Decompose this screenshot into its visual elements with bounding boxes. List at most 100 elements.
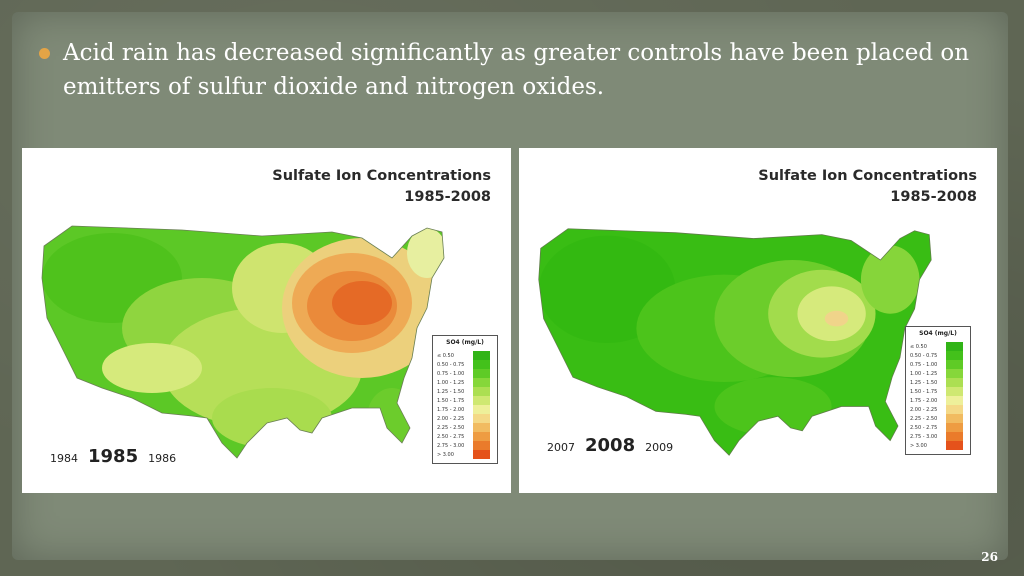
legend-label: 0.50 - 0.75 bbox=[910, 352, 938, 359]
legend-swatch bbox=[946, 432, 963, 441]
legend-swatch bbox=[473, 423, 490, 432]
legend-label: > 3.00 bbox=[910, 442, 927, 449]
year-row: 1984 1985 1986 bbox=[50, 446, 176, 467]
legend-swatch bbox=[473, 441, 490, 450]
legend-label: 0.75 - 1.00 bbox=[910, 361, 938, 368]
legend-label: 2.50 - 2.75 bbox=[437, 433, 465, 440]
legend-item: 1.00 - 1.25 bbox=[437, 378, 493, 387]
legend-item: 2.50 - 2.75 bbox=[910, 423, 966, 432]
legend: SO4 (mg/L) ≤ 0.50 0.50 - 0.75 0.75 - 1.00 1… bbox=[905, 326, 971, 455]
legend-swatch bbox=[946, 423, 963, 432]
legend-swatch bbox=[473, 396, 490, 405]
legend-label: 2.75 - 3.00 bbox=[437, 442, 465, 449]
legend-swatch bbox=[473, 450, 490, 459]
map-title: Sulfate Ion Concentrations 1985-2008 bbox=[272, 166, 491, 208]
legend-swatch bbox=[946, 369, 963, 378]
legend-label: 2.50 - 2.75 bbox=[910, 424, 938, 431]
bullet-dot-icon bbox=[39, 48, 50, 59]
legend-label: 0.75 - 1.00 bbox=[437, 370, 465, 377]
legend-label: 1.50 - 1.75 bbox=[437, 397, 465, 404]
us-map-1985 bbox=[41, 225, 445, 459]
legend-item: > 3.00 bbox=[910, 441, 966, 450]
map-panel-1985: Sulfate Ion Concentrations 1985-2008 198… bbox=[22, 148, 511, 493]
legend-item: ≤ 0.50 bbox=[437, 351, 493, 360]
legend-swatch bbox=[473, 414, 490, 423]
legend-swatch bbox=[946, 378, 963, 387]
legend-item: 1.50 - 1.75 bbox=[910, 387, 966, 396]
legend-label: ≤ 0.50 bbox=[437, 352, 454, 359]
year-row: 2007 2008 2009 bbox=[547, 435, 673, 456]
legend-title: SO4 (mg/L) bbox=[446, 339, 484, 346]
legend-swatch bbox=[473, 351, 490, 360]
year-prev: 1984 bbox=[50, 452, 78, 465]
map-title-line1: Sulfate Ion Concentrations bbox=[272, 168, 491, 184]
legend-swatch bbox=[946, 342, 963, 351]
legend-label: 2.25 - 2.50 bbox=[437, 424, 465, 431]
legend-item: 2.50 - 2.75 bbox=[437, 432, 493, 441]
legend-item: 1.00 - 1.25 bbox=[910, 369, 966, 378]
legend-label: 1.75 - 2.00 bbox=[910, 397, 938, 404]
year-main: 1985 bbox=[88, 446, 139, 467]
legend-swatch bbox=[473, 369, 490, 378]
legend-rows: ≤ 0.50 0.50 - 0.75 0.75 - 1.00 1.00 - 1.25 1… bbox=[437, 351, 493, 459]
legend-swatch bbox=[946, 351, 963, 360]
legend-swatch bbox=[946, 405, 963, 414]
legend-label: 1.00 - 1.25 bbox=[437, 379, 465, 386]
legend-label: 0.50 - 0.75 bbox=[437, 361, 465, 368]
legend-swatch bbox=[946, 360, 963, 369]
legend-label: 2.25 - 2.50 bbox=[910, 415, 938, 422]
map-panel-2008: Sulfate Ion Concentrations 1985-2008 200… bbox=[519, 148, 997, 493]
legend-item: 1.75 - 2.00 bbox=[910, 396, 966, 405]
legend: SO4 (mg/L) ≤ 0.50 0.50 - 0.75 0.75 - 1.00 1… bbox=[432, 335, 498, 464]
legend-swatch bbox=[473, 405, 490, 414]
legend-swatch bbox=[473, 387, 490, 396]
legend-item: 0.50 - 0.75 bbox=[437, 360, 493, 369]
legend-item: 1.50 - 1.75 bbox=[437, 396, 493, 405]
legend-label: 1.25 - 1.50 bbox=[437, 388, 465, 395]
us-map-2008 bbox=[538, 228, 932, 456]
legend-swatch bbox=[473, 360, 490, 369]
legend-item: 0.75 - 1.00 bbox=[437, 369, 493, 378]
legend-title: SO4 (mg/L) bbox=[919, 330, 957, 337]
legend-label: 1.75 - 2.00 bbox=[437, 406, 465, 413]
legend-item: 0.75 - 1.00 bbox=[910, 360, 966, 369]
legend-item: 1.75 - 2.00 bbox=[437, 405, 493, 414]
legend-item: > 3.00 bbox=[437, 450, 493, 459]
legend-label: 2.75 - 3.00 bbox=[910, 433, 938, 440]
legend-label: 1.00 - 1.25 bbox=[910, 370, 938, 377]
legend-item: 2.75 - 3.00 bbox=[910, 432, 966, 441]
year-next: 1986 bbox=[148, 452, 177, 465]
legend-label: 2.00 - 2.25 bbox=[437, 415, 465, 422]
legend-item: 1.25 - 1.50 bbox=[437, 387, 493, 396]
legend-swatch bbox=[473, 378, 490, 387]
legend-item: 2.00 - 2.25 bbox=[910, 405, 966, 414]
legend-swatch bbox=[473, 432, 490, 441]
year-next: 2009 bbox=[645, 441, 674, 454]
legend-swatch bbox=[946, 441, 963, 450]
legend-item: 0.50 - 0.75 bbox=[910, 351, 966, 360]
legend-item: ≤ 0.50 bbox=[910, 342, 966, 351]
year-prev: 2007 bbox=[547, 441, 575, 454]
year-main: 2008 bbox=[585, 435, 636, 456]
legend-label: > 3.00 bbox=[437, 451, 454, 458]
legend-swatch bbox=[946, 396, 963, 405]
map-title: Sulfate Ion Concentrations 1985-2008 bbox=[758, 166, 977, 208]
legend-swatch bbox=[946, 414, 963, 423]
legend-label: ≤ 0.50 bbox=[910, 343, 927, 350]
legend-rows: ≤ 0.50 0.50 - 0.75 0.75 - 1.00 1.00 - 1.25 1… bbox=[910, 342, 966, 450]
legend-label: 1.25 - 1.50 bbox=[910, 379, 938, 386]
legend-swatch bbox=[946, 387, 963, 396]
map-title-line1: Sulfate Ion Concentrations bbox=[758, 168, 977, 184]
legend-item: 2.75 - 3.00 bbox=[437, 441, 493, 450]
map-title-line2: 1985-2008 bbox=[890, 189, 977, 205]
legend-label: 1.50 - 1.75 bbox=[910, 388, 938, 395]
legend-item: 2.25 - 2.50 bbox=[437, 423, 493, 432]
map-title-line2: 1985-2008 bbox=[404, 189, 491, 205]
bullet-text: Acid rain has decreased significantly as… bbox=[63, 40, 970, 100]
legend-item: 2.25 - 2.50 bbox=[910, 414, 966, 423]
bullet-point: Acid rain has decreased significantly as… bbox=[39, 36, 980, 104]
legend-label: 2.00 - 2.25 bbox=[910, 406, 938, 413]
legend-item: 2.00 - 2.25 bbox=[437, 414, 493, 423]
page-number: 26 bbox=[981, 550, 998, 564]
legend-item: 1.25 - 1.50 bbox=[910, 378, 966, 387]
